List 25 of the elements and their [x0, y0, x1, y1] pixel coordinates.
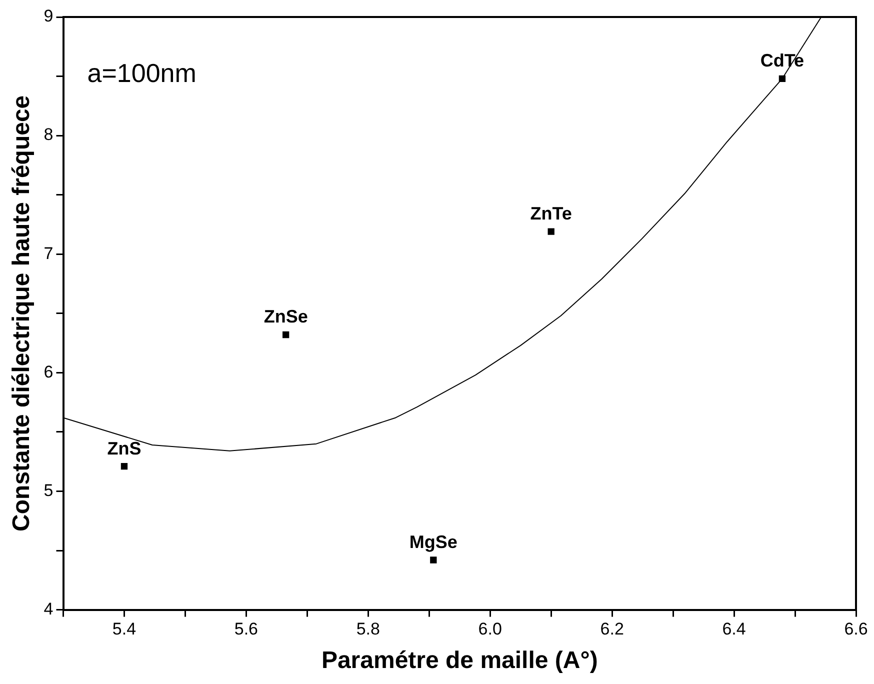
y-tick-label: 4 [44, 599, 54, 618]
x-tick-label: 5.4 [112, 620, 136, 639]
x-tick-label: 5.6 [234, 620, 258, 639]
point [282, 331, 290, 338]
x-tick-label: 6.6 [844, 620, 868, 639]
annotation: a=100nm [87, 58, 196, 88]
y-tick-label: 7 [44, 244, 54, 263]
annotation: ZnSe [264, 306, 308, 327]
point [548, 228, 554, 235]
x-tick-label: 6.4 [722, 620, 746, 639]
point [430, 556, 437, 564]
annotation: MgSe [409, 532, 458, 552]
x-tick-label: 6.0 [478, 620, 502, 639]
x-tick-label: 5.8 [356, 620, 380, 639]
x-axis-title: Paramétre de maille (A°) [321, 647, 598, 674]
y-tick-label: 9 [44, 6, 54, 26]
x-tick-label: 6.2 [600, 620, 624, 639]
y-tick-label: 8 [44, 125, 54, 144]
annotation: ZnTe [530, 204, 572, 224]
point [120, 463, 128, 470]
y-tick-label: 6 [44, 362, 54, 382]
point [778, 75, 786, 82]
annotation: ZnS [107, 438, 142, 458]
y-tick-label: 5 [44, 480, 54, 500]
y-axis-title: Constante diélectrique haute fréquece [8, 95, 36, 532]
